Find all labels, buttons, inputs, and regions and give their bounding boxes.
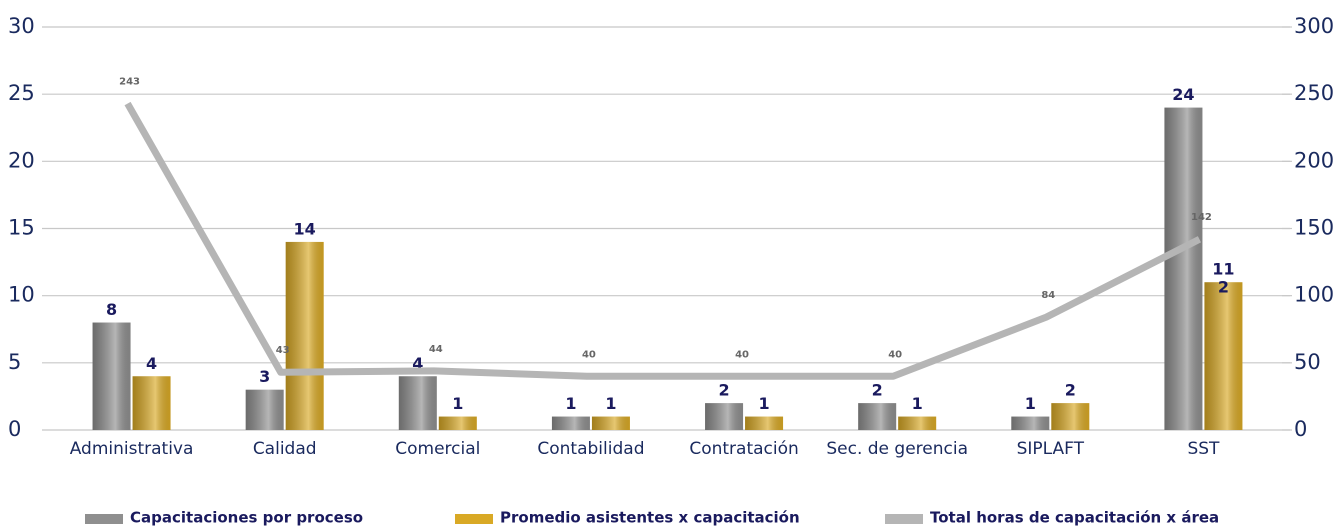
legend-label: Total horas de capacitación x área <box>930 509 1219 527</box>
y-tick-label: 20 <box>8 148 35 172</box>
x-tick-label: SST <box>1187 439 1220 459</box>
bar-shade <box>745 416 784 430</box>
y-tick-label: 25 <box>8 81 35 105</box>
line-label: 142 <box>1191 212 1212 223</box>
line-label: 44 <box>429 344 443 355</box>
x-tick-label: Calidad <box>253 439 317 459</box>
bar-shade <box>1011 416 1050 430</box>
x-tick-label: Sec. de gerencia <box>826 439 968 459</box>
line-label: 40 <box>735 349 749 360</box>
value-label: 8 <box>106 300 117 319</box>
value-label: 1 <box>1025 394 1036 413</box>
y2-tick-label: 300 <box>1294 14 1334 38</box>
value-label: 2 <box>1065 381 1076 400</box>
y-tick-label: 5 <box>8 350 21 374</box>
line-label: 43 <box>276 345 290 356</box>
y2-tick-label: 150 <box>1294 216 1334 240</box>
value-label: 1 <box>912 394 923 413</box>
value-label: 24 <box>1172 85 1194 104</box>
bar-shade <box>858 403 897 430</box>
x-tick-label: Comercial <box>395 439 480 459</box>
bar-shade <box>132 376 171 430</box>
value-label: 1 <box>758 394 769 413</box>
legend-swatch <box>885 514 923 524</box>
annotation: 2 <box>1218 278 1229 297</box>
y2-tick-label: 250 <box>1294 81 1334 105</box>
bar-shade <box>898 416 937 430</box>
value-label: 2 <box>718 381 729 400</box>
line-label: 84 <box>1041 290 1055 301</box>
line-label: 243 <box>119 77 140 88</box>
bar-shade <box>398 376 437 430</box>
value-label: 11 <box>1212 260 1234 279</box>
line-label: 40 <box>888 349 902 360</box>
bar-shade <box>285 241 324 430</box>
y2-tick-label: 200 <box>1294 148 1334 172</box>
legend-swatch <box>455 514 493 524</box>
bar-shade <box>1051 403 1090 430</box>
bar-shade <box>551 416 590 430</box>
y-tick-label: 30 <box>8 14 35 38</box>
bar-shade <box>92 322 131 430</box>
bar-shade <box>1204 282 1243 430</box>
value-label: 4 <box>146 354 157 373</box>
value-label: 1 <box>605 394 616 413</box>
value-label: 2 <box>872 381 883 400</box>
x-tick-label: Contratación <box>689 439 798 459</box>
line <box>124 101 1202 380</box>
y-tick-label: 10 <box>8 283 35 307</box>
y2-tick-label: 50 <box>1294 350 1321 374</box>
bar-shade <box>245 389 284 430</box>
y2-tick-label: 0 <box>1294 417 1307 441</box>
legend-label: Capacitaciones por proceso <box>130 509 363 527</box>
y2-tick-label: 100 <box>1294 283 1334 307</box>
legend-swatch <box>85 514 123 524</box>
x-tick-label: Administrativa <box>70 439 194 459</box>
y-tick-label: 15 <box>8 216 35 240</box>
legend-label: Promedio asistentes x capacitación <box>500 509 800 527</box>
value-label: 1 <box>565 394 576 413</box>
bar-shade <box>1164 107 1203 430</box>
x-tick-label: SIPLAFT <box>1017 439 1085 459</box>
x-tick-label: Contabilidad <box>537 439 644 459</box>
value-label: 14 <box>294 219 316 238</box>
value-label: 4 <box>412 354 423 373</box>
value-label: 3 <box>259 367 270 386</box>
bar-shade <box>438 416 477 430</box>
bar-shade <box>705 403 744 430</box>
value-label: 1 <box>452 394 463 413</box>
line-label: 40 <box>582 349 596 360</box>
y-tick-label: 0 <box>8 417 21 441</box>
bar-shade <box>591 416 630 430</box>
